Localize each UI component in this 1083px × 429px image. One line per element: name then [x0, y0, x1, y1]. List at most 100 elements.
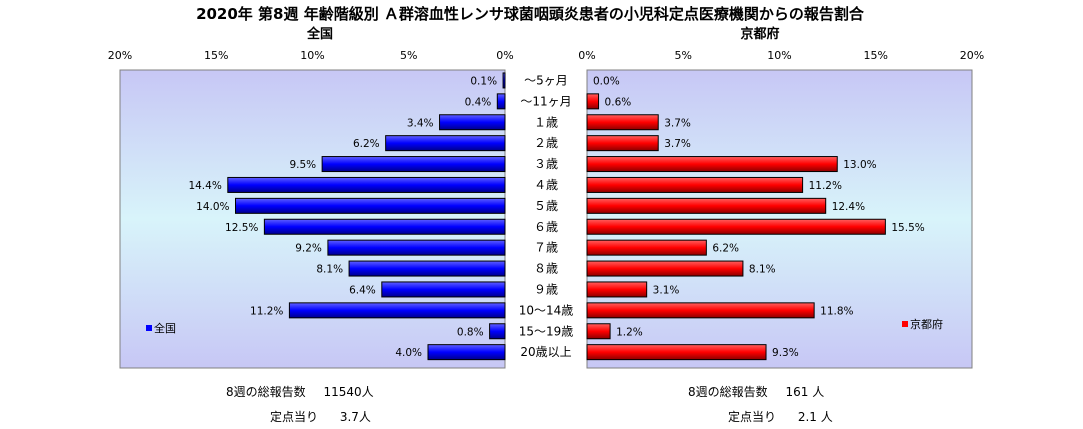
kyoto-bar — [586, 93, 600, 110]
kyoto-data-label: 9.3% — [772, 347, 799, 359]
national-data-label: 14.0% — [196, 201, 229, 213]
national-bar — [321, 156, 506, 173]
kyoto-data-label: 15.5% — [891, 222, 924, 234]
national-x-tick: 20% — [108, 49, 132, 62]
kyoto-bar — [586, 344, 767, 361]
national-bar — [439, 114, 506, 131]
age-category-label: 20歳以上 — [520, 345, 571, 359]
national-bar — [227, 176, 506, 193]
national-x-tick: 5% — [400, 49, 417, 62]
age-category-label: ８歳 — [534, 262, 558, 276]
national-panel-title: 全国 — [306, 26, 333, 42]
kyoto-data-label: 13.0% — [843, 159, 876, 171]
kyoto-bar — [586, 239, 707, 256]
age-category-label: ７歳 — [534, 241, 558, 255]
kyoto-x-tick: 0% — [578, 49, 595, 62]
national-bar — [263, 218, 506, 235]
kyoto-bar — [586, 114, 659, 131]
national-bar — [502, 72, 506, 89]
national-legend: 全国 — [146, 321, 176, 335]
kyoto-data-label: 6.2% — [712, 243, 739, 255]
kyoto-bar — [586, 197, 827, 214]
national-total-row: 8週の総報告数 11540人 — [226, 383, 374, 400]
national-bars: 0.1% 0.4% 3.4% 6.2% 9.5% 14.4% 14.0% 12.5% 9.2% 8… — [188, 72, 506, 361]
kyoto-per-row: 定点当り 2.1 人 — [728, 408, 833, 425]
kyoto-bar — [586, 176, 804, 193]
kyoto-data-label: 11.8% — [820, 305, 853, 317]
age-category-label: ９歳 — [534, 282, 558, 296]
kyoto-bar — [586, 135, 659, 152]
kyoto-x-axis: 0% 5% 10% 15% 20% — [578, 49, 984, 62]
national-bar — [288, 302, 506, 319]
kyoto-total-value: 161 人 — [785, 385, 825, 399]
kyoto-bars: 0.0% 0.6% 3.7% 3.7% 13.0%11.2% 12.4% 15.5% 6.2%… — [586, 75, 925, 361]
kyoto-bar — [586, 218, 886, 235]
kyoto-data-label: 3.7% — [664, 117, 691, 129]
age-category-label: ～11ヶ月 — [520, 94, 571, 108]
national-legend-label: 全国 — [154, 321, 176, 335]
kyoto-bar — [586, 323, 611, 340]
kyoto-x-tick: 10% — [767, 49, 791, 62]
national-bar — [327, 239, 506, 256]
national-bar — [496, 93, 506, 110]
kyoto-x-tick: 15% — [864, 49, 888, 62]
national-data-label: 11.2% — [250, 305, 283, 317]
national-data-label: 0.4% — [465, 96, 492, 108]
national-x-tick: 15% — [204, 49, 228, 62]
kyoto-legend-label: 京都府 — [910, 317, 943, 331]
kyoto-data-label: 3.7% — [664, 138, 691, 150]
national-data-label: 14.4% — [188, 180, 221, 192]
national-data-label: 9.2% — [295, 243, 322, 255]
kyoto-data-label: 8.1% — [749, 264, 776, 276]
national-bar — [385, 135, 506, 152]
kyoto-bar — [586, 302, 815, 319]
kyoto-panel-title: 京都府 — [740, 26, 779, 42]
kyoto-bar — [586, 260, 744, 277]
age-category-label: １歳 — [534, 115, 558, 129]
national-total-value: 11540人 — [323, 385, 374, 399]
national-total-label: 8週の総報告数 — [226, 385, 306, 399]
age-category-label: 15～19歳 — [519, 324, 574, 338]
kyoto-data-label: 0.0% — [593, 75, 620, 87]
kyoto-data-label: 0.6% — [605, 96, 632, 108]
national-x-axis: 20% 15% 10% 5% 0% — [108, 49, 514, 62]
kyoto-data-label: 11.2% — [809, 180, 842, 192]
national-per-label: 定点当り — [270, 410, 319, 424]
national-x-tick: 0% — [496, 49, 513, 62]
kyoto-data-label: 1.2% — [616, 326, 643, 338]
national-data-label: 4.0% — [395, 347, 422, 359]
kyoto-total-row: 8週の総報告数 161 人 — [688, 383, 824, 400]
national-data-label: 0.8% — [457, 326, 484, 338]
age-category-label: ４歳 — [534, 178, 558, 192]
age-category-label: 10～14歳 — [519, 303, 574, 317]
chart-title: 2020年 第8週 年齢階級別 Ａ群溶血性レンサ球菌咽頭炎患者の小児科定点医療機… — [196, 5, 865, 23]
kyoto-data-label: 3.1% — [653, 284, 680, 296]
national-data-label: 6.4% — [349, 284, 376, 296]
kyoto-x-tick: 5% — [675, 49, 692, 62]
national-data-label: 3.4% — [407, 117, 434, 129]
kyoto-data-label: 12.4% — [832, 201, 865, 213]
national-bar — [348, 260, 506, 277]
age-category-label: ２歳 — [534, 136, 558, 150]
kyoto-bar — [586, 156, 838, 173]
kyoto-per-label: 定点当り — [728, 410, 777, 424]
national-bar — [235, 197, 506, 214]
national-bar — [381, 281, 506, 298]
kyoto-per-value: 2.1 人 — [797, 410, 833, 424]
national-bar — [427, 344, 506, 361]
age-category-label: ５歳 — [534, 199, 558, 213]
age-category-label: ６歳 — [534, 220, 558, 234]
national-legend-swatch — [146, 325, 152, 331]
national-data-label: 12.5% — [225, 222, 258, 234]
national-data-label: 8.1% — [316, 264, 343, 276]
kyoto-total-label: 8週の総報告数 — [688, 385, 768, 399]
age-category-label: ～5ヶ月 — [524, 73, 568, 87]
national-per-row: 定点当り 3.7人 — [270, 408, 371, 425]
national-data-label: 0.1% — [470, 75, 497, 87]
kyoto-x-tick: 20% — [960, 49, 984, 62]
kyoto-bar — [586, 281, 648, 298]
national-per-value: 3.7人 — [339, 410, 371, 424]
kyoto-legend: 京都府 — [902, 317, 943, 331]
age-category-labels: ～5ヶ月 ～11ヶ月 １歳 ２歳 ３歳 ４歳 ５歳 ６歳 ７歳 ８歳 ９歳 10～14歳 15～19歳 2… — [519, 73, 574, 359]
